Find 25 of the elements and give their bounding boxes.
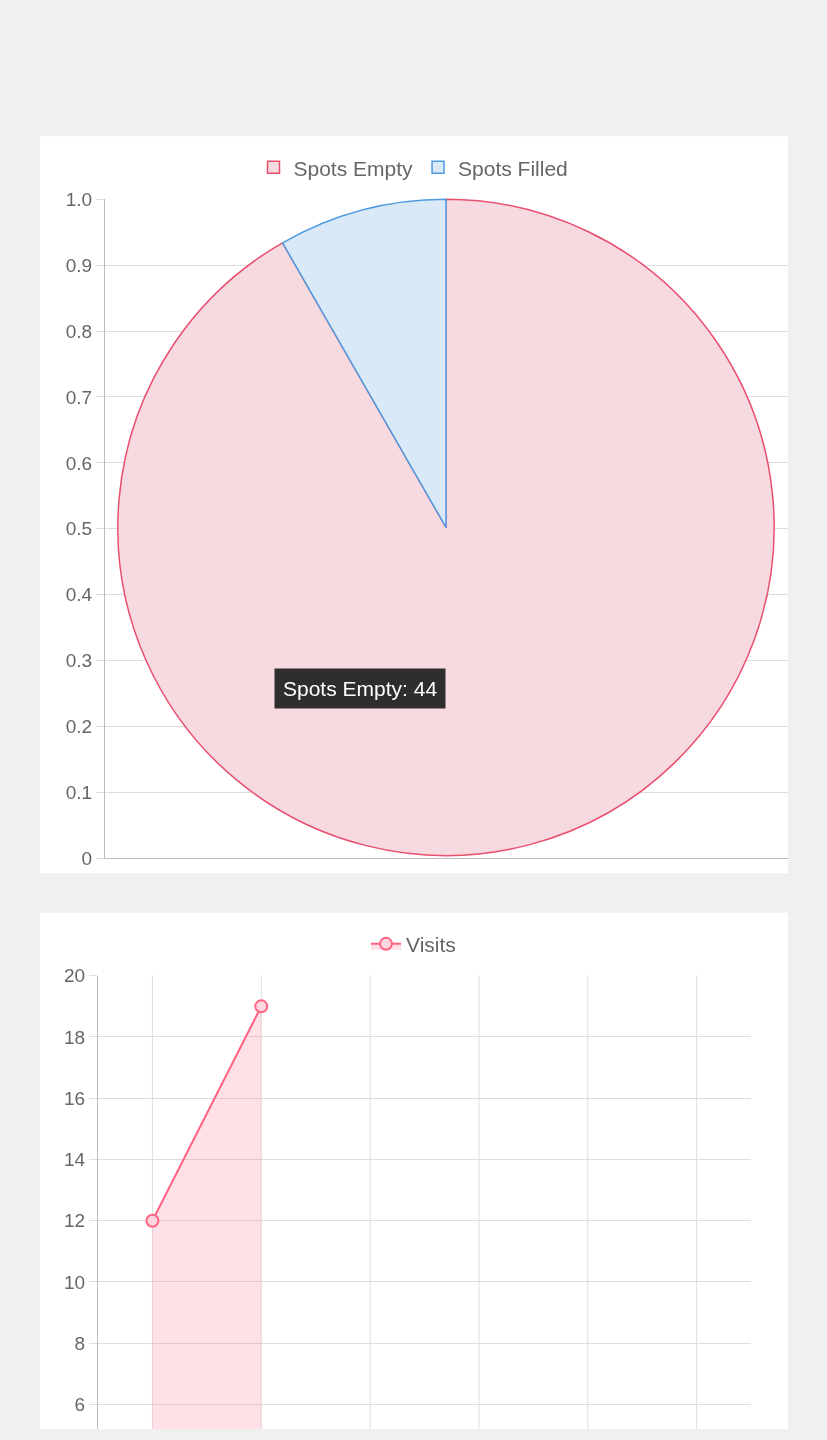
legend-label: Visits [406,933,456,957]
text: 0.6 [65,452,93,474]
text: 0.2 [65,716,93,738]
y-tick-label: 14 [64,1149,86,1171]
y-tick-label: 6 [74,1394,86,1416]
text: 0.5 [65,518,93,540]
text: 0.8 [65,320,93,342]
legend-label: Spots Filled [458,156,568,180]
text: 0.9 [65,254,93,276]
pie-slice [281,198,447,529]
y-tick-label: 18 [64,1026,86,1048]
text: 0.3 [65,650,93,672]
y-tick-label: 12 [64,1210,86,1232]
y-tick-label: 10 [64,1271,86,1293]
text: 0.4 [65,584,93,606]
pie-slice [117,198,775,856]
y-tick-label: 20 [64,965,86,987]
y-tick-label: 16 [64,1087,86,1109]
text: 1.0 [65,188,93,210]
text: 0.1 [65,782,93,804]
text: 0.7 [65,386,93,408]
text: 0 [81,848,93,870]
legend-label: Spots Empty [293,156,414,180]
text: Spots Empty: 44 [283,677,438,700]
y-tick-label: 8 [74,1332,86,1354]
